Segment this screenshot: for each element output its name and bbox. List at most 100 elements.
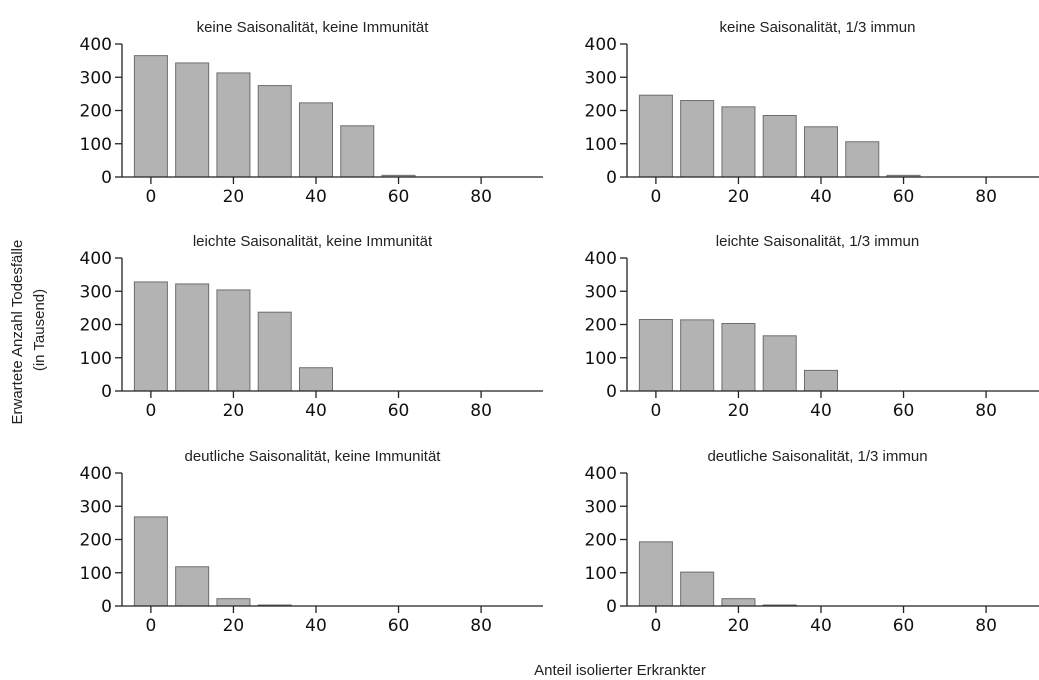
x-tick-label: 20 <box>728 616 750 636</box>
y-tick-label: 100 <box>585 135 617 155</box>
y-tick-label: 200 <box>80 316 112 336</box>
y-tick-label: 100 <box>585 564 617 584</box>
y-tick-label: 400 <box>80 35 112 55</box>
chart-panel-2: keine Saisonalität, 1/3 immun01002003004… <box>585 19 1039 207</box>
x-tick-label: 0 <box>650 401 661 421</box>
x-tick-label: 40 <box>810 187 832 207</box>
panel-title: leichte Saisonalität, keine Immunität <box>193 233 433 250</box>
y-tick-label: 0 <box>606 382 617 402</box>
x-tick-label: 80 <box>470 187 492 207</box>
y-tick-label: 400 <box>80 464 112 484</box>
x-tick-label: 80 <box>470 616 492 636</box>
bar <box>721 106 756 178</box>
y-tick-label: 400 <box>585 249 617 269</box>
y-tick-label: 400 <box>585 35 617 55</box>
y-axis-label: Erwartete Anzahl Todesfälle (in Tausend) <box>9 235 48 424</box>
chart-panel-5: deutliche Saisonalität, keine Immunität 0… <box>80 448 543 636</box>
y-tick-label: 300 <box>80 497 112 517</box>
y-tick-label: 100 <box>80 135 112 155</box>
y-tick-label: 200 <box>80 102 112 122</box>
bar <box>298 102 333 178</box>
y-tick-label: 300 <box>80 68 112 88</box>
bar <box>216 598 251 607</box>
bar <box>298 367 333 392</box>
panel-title: leichte Saisonalität, 1/3 immun <box>716 233 919 250</box>
x-axis-label: Anteil isolierter Erkrankter <box>534 662 706 679</box>
bar <box>680 571 715 607</box>
x-tick-label: 40 <box>305 401 327 421</box>
bar <box>680 100 715 178</box>
bar <box>762 335 797 392</box>
bar <box>133 55 168 178</box>
x-tick-label: 60 <box>388 401 410 421</box>
y-tick-label: 200 <box>585 102 617 122</box>
x-tick-label: 0 <box>145 187 156 207</box>
panels-group: keine Saisonalität, keine Immunität 0 100 2… <box>80 19 1039 636</box>
bar <box>721 323 756 392</box>
x-tick-label: 0 <box>650 616 661 636</box>
y-tick-label: 400 <box>585 464 617 484</box>
chart-panel-3: leichte Saisonalität, keine Immunität 0 10… <box>80 233 543 421</box>
x-tick-label: 20 <box>223 616 245 636</box>
bar <box>638 94 673 178</box>
bar <box>340 125 375 178</box>
y-tick-label: 0 <box>101 597 112 617</box>
bar <box>721 598 756 607</box>
x-tick-label: 80 <box>975 187 997 207</box>
y-axis-label-line-2: (in Tausend) <box>31 289 48 371</box>
x-tick-label: 0 <box>145 401 156 421</box>
y-tick-label: 400 <box>80 249 112 269</box>
bar <box>133 516 168 607</box>
y-tick-label: 300 <box>80 282 112 302</box>
y-axis-label-line-1: Erwartete Anzahl Todesfälle <box>9 240 26 425</box>
bar <box>216 72 251 178</box>
bar <box>175 566 210 607</box>
y-tick-label: 100 <box>585 349 617 369</box>
x-tick-label: 80 <box>975 616 997 636</box>
bar <box>845 141 880 178</box>
chart-panel-6: deutliche Saisonalität, 1/3 immun0100200… <box>585 448 1039 636</box>
x-tick-label: 0 <box>145 616 156 636</box>
y-tick-label: 300 <box>585 497 617 517</box>
x-tick-label: 40 <box>305 616 327 636</box>
x-tick-label: 60 <box>388 616 410 636</box>
y-tick-label: 0 <box>606 168 617 188</box>
x-tick-label: 80 <box>975 401 997 421</box>
x-tick-label: 60 <box>893 616 915 636</box>
x-tick-label: 40 <box>810 616 832 636</box>
y-tick-label: 300 <box>585 282 617 302</box>
y-tick-label: 100 <box>80 349 112 369</box>
x-tick-label: 80 <box>470 401 492 421</box>
chart-panel-1: keine Saisonalität, keine Immunität 0 100 2… <box>80 19 543 207</box>
y-tick-label: 300 <box>585 68 617 88</box>
x-tick-label: 60 <box>388 187 410 207</box>
x-tick-label: 0 <box>650 187 661 207</box>
bar <box>803 126 839 178</box>
bar <box>762 114 797 178</box>
bar <box>175 283 210 392</box>
x-tick-label: 20 <box>728 187 750 207</box>
y-tick-label: 200 <box>585 531 617 551</box>
bar <box>803 369 839 392</box>
x-tick-label: 60 <box>893 401 915 421</box>
x-tick-label: 60 <box>893 187 915 207</box>
y-tick-label: 0 <box>101 382 112 402</box>
x-tick-label: 20 <box>728 401 750 421</box>
bar <box>680 319 715 392</box>
panel-title: deutliche Saisonalität, keine Immunität <box>185 448 442 465</box>
bar <box>638 541 673 607</box>
bar <box>175 62 210 178</box>
x-tick-label: 20 <box>223 401 245 421</box>
y-tick-label: 100 <box>80 564 112 584</box>
x-tick-label: 20 <box>223 187 245 207</box>
y-tick-label: 0 <box>606 597 617 617</box>
y-tick-label: 0 <box>101 168 112 188</box>
y-tick-label: 200 <box>80 531 112 551</box>
bar <box>257 85 292 178</box>
panel-title: keine Saisonalität, 1/3 immun <box>720 19 916 36</box>
chart-panel-4: leichte Saisonalität, 1/3 immun010020030… <box>585 233 1039 421</box>
bar <box>133 281 168 392</box>
panel-title: keine Saisonalität, keine Immunität <box>197 19 430 36</box>
bar <box>638 319 673 392</box>
